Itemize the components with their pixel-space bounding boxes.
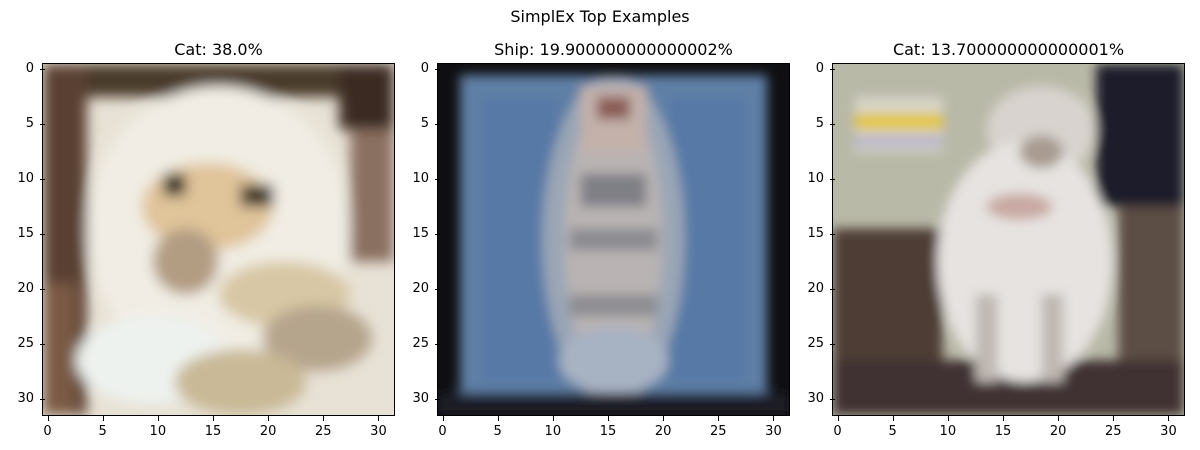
- panel-title: Ship: 19.900000000000002%: [494, 40, 733, 59]
- panel-title: Cat: 38.0%: [174, 40, 263, 59]
- example-image: [832, 63, 1185, 416]
- y-tick-label: 30: [794, 392, 835, 406]
- x-tick-label: 15: [988, 416, 1018, 439]
- x-tick-label: 0: [823, 416, 853, 439]
- x-tick-label: 5: [878, 416, 908, 439]
- y-tick-label: 15: [399, 226, 440, 241]
- x-tick-label: 25: [1098, 416, 1128, 439]
- y-tick-label: 20: [4, 282, 45, 296]
- y-tick-label: 10: [4, 171, 45, 186]
- x-tick-label: 10: [143, 416, 173, 439]
- example-image-pixels: [438, 64, 789, 415]
- y-tick-label: 5: [794, 116, 835, 131]
- figure-title: SimplEx Top Examples: [510, 7, 690, 26]
- y-tick-label: 25: [794, 337, 835, 351]
- example-image: [437, 63, 790, 416]
- y-tick-label: 10: [794, 171, 835, 186]
- y-tick-label: 5: [399, 116, 440, 131]
- y-tick-label: 20: [794, 282, 835, 296]
- x-tick-label: 15: [593, 416, 623, 439]
- y-tick-label: 0: [399, 61, 440, 76]
- example-image-pixels: [43, 64, 394, 415]
- y-tick-label: 0: [794, 61, 835, 76]
- example-image: [42, 63, 395, 416]
- y-tick-label: 20: [399, 282, 440, 296]
- example-image-pixels: [833, 64, 1184, 415]
- panel-title: Cat: 13.700000000000001%: [892, 40, 1125, 59]
- y-tick-label: 5: [4, 116, 45, 131]
- y-tick-label: 30: [4, 392, 45, 406]
- y-tick-label: 10: [399, 171, 440, 186]
- y-tick-label: 30: [399, 392, 440, 406]
- y-tick-label: 25: [4, 337, 45, 351]
- y-tick-label: 0: [4, 61, 45, 76]
- x-tick-label: 25: [703, 416, 733, 439]
- y-tick-label: 15: [794, 226, 835, 241]
- x-tick-label: 20: [253, 416, 283, 439]
- x-tick-label: 10: [538, 416, 568, 439]
- x-tick-label: 20: [1043, 416, 1073, 439]
- x-tick-label: 30: [758, 416, 788, 439]
- y-tick-label: 15: [4, 226, 45, 241]
- x-tick-label: 30: [1153, 416, 1183, 439]
- x-tick-label: 10: [933, 416, 963, 439]
- x-tick-label: 5: [88, 416, 118, 439]
- panel-2: Ship: 19.900000000000002%: [437, 40, 790, 416]
- x-tick-label: 15: [198, 416, 228, 439]
- x-tick-label: 0: [33, 416, 63, 439]
- x-tick-label: 25: [308, 416, 338, 439]
- x-tick-label: 0: [428, 416, 458, 439]
- x-tick-label: 30: [363, 416, 393, 439]
- x-tick-label: 5: [483, 416, 513, 439]
- y-tick-label: 25: [399, 337, 440, 351]
- x-tick-label: 20: [648, 416, 678, 439]
- panel-1: Cat: 38.0%: [0, 0, 400, 450]
